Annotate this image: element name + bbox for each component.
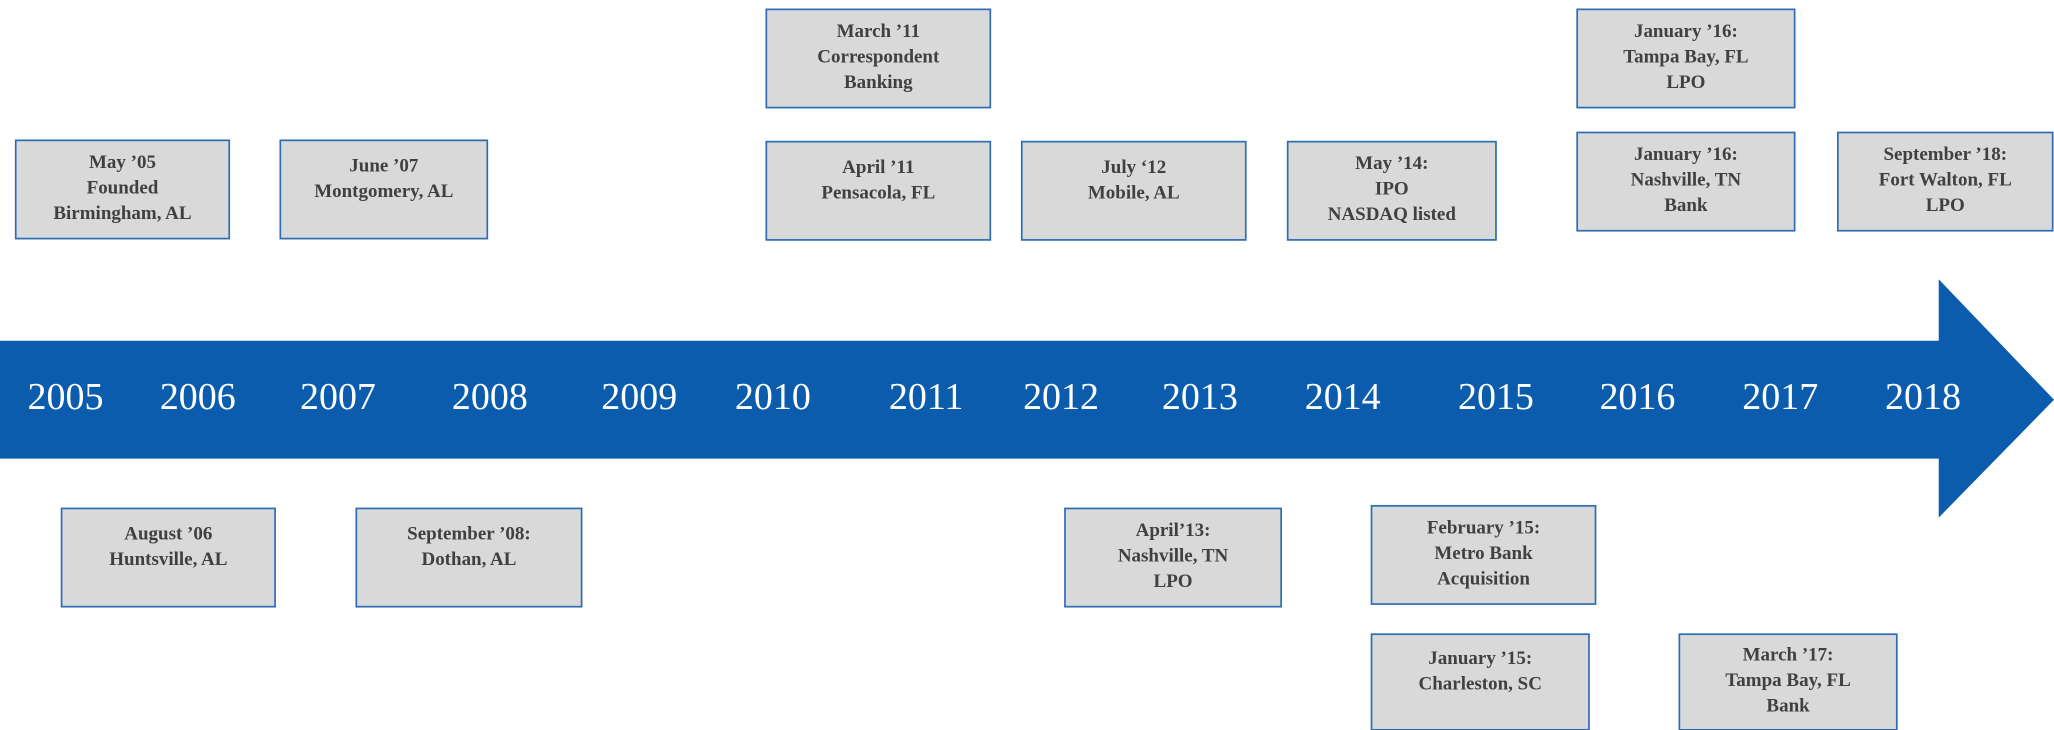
year-label: 2010 [735, 376, 811, 418]
event-text: Nashville, TN [1631, 170, 1742, 191]
year-label: 2012 [1023, 376, 1099, 418]
event-text: NASDAQ listed [1328, 204, 1457, 225]
event-box [765, 8, 992, 109]
event-box [1370, 504, 1597, 605]
event-text: Acquisition [1437, 568, 1530, 589]
event-box [1064, 507, 1282, 608]
year-label: 2007 [300, 376, 376, 418]
event-box [1678, 633, 1898, 730]
event-text: September ’08: [407, 524, 531, 545]
event-text: Charleston, SC [1419, 674, 1542, 695]
event-text: Montgomery, AL [314, 181, 453, 202]
event-text: Nashville, TN [1118, 545, 1229, 566]
event-text: August ’06 [124, 524, 212, 545]
event-box [279, 139, 489, 240]
event-box [355, 507, 583, 608]
event-text: February ’15: [1427, 517, 1540, 538]
event-text: LPO [1926, 195, 1965, 216]
event-box [60, 507, 276, 608]
event-box [1576, 8, 1796, 109]
event-box [1020, 140, 1247, 241]
event-text: March ’11 [837, 21, 920, 42]
event-text: Dothan, AL [421, 549, 516, 570]
event-box [1837, 131, 2054, 232]
year-label: 2015 [1458, 376, 1534, 418]
event-text: Fort Walton, FL [1879, 170, 2012, 191]
event-text: Founded [87, 177, 159, 198]
year-label: 2014 [1305, 376, 1381, 418]
event-box [14, 139, 231, 240]
event-text: July ‘12 [1101, 157, 1166, 178]
event-text: Bank [1766, 695, 1810, 716]
year-label: 2009 [601, 376, 677, 418]
year-label: 2017 [1742, 376, 1818, 418]
event-text: May ’14: [1355, 153, 1428, 174]
event-text: Correspondent [817, 46, 940, 67]
event-text: Tampa Bay, FL [1725, 670, 1850, 691]
year-label: 2006 [160, 376, 236, 418]
event-text: January ’16: [1634, 21, 1738, 42]
event-text: Bank [1664, 195, 1708, 216]
event-text: LPO [1666, 72, 1705, 93]
event-text: LPO [1154, 571, 1193, 592]
event-text: Pensacola, FL [821, 182, 935, 203]
event-text: Birmingham, AL [53, 203, 191, 224]
event-text: Mobile, AL [1088, 182, 1180, 203]
event-text: April’13: [1136, 520, 1211, 541]
event-text: January ’15: [1428, 648, 1532, 669]
event-text: January ’16: [1634, 144, 1738, 165]
year-label: 2018 [1885, 376, 1961, 418]
year-label: 2013 [1162, 376, 1238, 418]
year-label: 2008 [452, 376, 528, 418]
event-text: September ’18: [1884, 144, 2008, 165]
event-text: June ’07 [349, 155, 419, 176]
event-text: Banking [844, 72, 913, 93]
year-label: 2016 [1599, 376, 1675, 418]
year-label: 2005 [28, 376, 104, 418]
event-text: May ’05 [89, 152, 156, 173]
event-box [1370, 633, 1590, 730]
event-text: Huntsville, AL [109, 549, 227, 570]
event-box [765, 140, 992, 241]
event-text: Metro Bank [1434, 543, 1533, 564]
timeline-arrow [0, 279, 2054, 518]
event-text: March ’17: [1743, 644, 1834, 665]
event-text: Tampa Bay, FL [1623, 46, 1748, 67]
event-box [1286, 140, 1497, 241]
event-box [1576, 131, 1796, 232]
event-text: April ’11 [842, 157, 914, 178]
event-text: IPO [1375, 179, 1409, 200]
year-label: 2011 [889, 376, 964, 418]
